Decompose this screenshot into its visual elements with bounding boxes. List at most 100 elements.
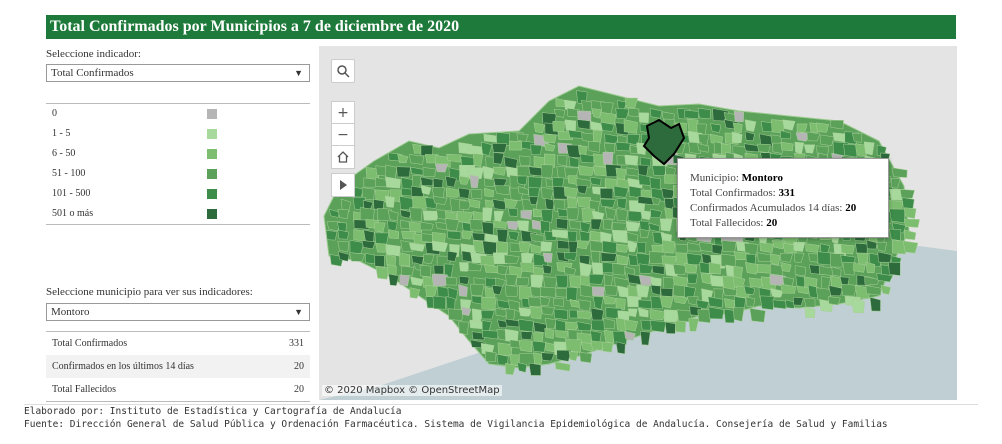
municipio-shape[interactable] xyxy=(615,108,630,119)
municipio-shape[interactable] xyxy=(625,220,641,232)
municipio-shape[interactable] xyxy=(530,274,544,288)
municipio-shape[interactable] xyxy=(541,352,555,362)
municipio-shape[interactable] xyxy=(772,299,787,310)
municipio-shape[interactable] xyxy=(422,210,439,221)
municipio-shape[interactable] xyxy=(842,261,856,276)
municipio-shape[interactable] xyxy=(349,239,365,254)
municipio-shape[interactable] xyxy=(851,132,863,143)
municipio-shape[interactable] xyxy=(604,206,617,221)
municipio-shape[interactable] xyxy=(505,273,518,286)
municipio-shape[interactable] xyxy=(400,209,413,219)
municipio-shape[interactable] xyxy=(484,178,495,187)
municipio-shape[interactable] xyxy=(565,339,582,353)
municipio-shape[interactable] xyxy=(471,232,486,242)
legend-item[interactable]: 0 xyxy=(46,104,310,124)
municipio-shape[interactable] xyxy=(664,309,680,323)
municipio-shape[interactable] xyxy=(520,210,533,220)
municipio-shape[interactable] xyxy=(627,308,638,318)
municipio-shape[interactable] xyxy=(544,317,557,330)
municipio-shape[interactable] xyxy=(780,262,792,273)
municipio-shape[interactable] xyxy=(445,175,457,188)
municipio-shape[interactable] xyxy=(803,144,816,154)
municipio-shape[interactable] xyxy=(542,252,553,263)
municipio-shape[interactable] xyxy=(408,154,424,165)
municipio-shape[interactable] xyxy=(432,195,448,205)
municipio-shape[interactable] xyxy=(493,152,505,165)
municipio-shape[interactable] xyxy=(708,306,725,320)
municipio-shape[interactable] xyxy=(615,341,626,355)
municipio-shape[interactable] xyxy=(399,252,411,267)
municipio-shape[interactable] xyxy=(640,331,651,346)
municipio-shape[interactable] xyxy=(779,253,793,263)
municipio-shape[interactable] xyxy=(384,195,395,208)
municipio-shape[interactable] xyxy=(434,163,449,173)
municipio-shape[interactable] xyxy=(616,243,630,253)
municipio-shape[interactable] xyxy=(458,275,470,285)
municipio-shape[interactable] xyxy=(590,307,605,322)
municipio-shape[interactable] xyxy=(623,119,638,134)
municipio-shape[interactable] xyxy=(708,262,721,275)
municipio-shape[interactable] xyxy=(576,196,592,209)
municipio-shape[interactable] xyxy=(710,123,722,134)
municipio-shape[interactable] xyxy=(528,187,540,198)
municipio-shape[interactable] xyxy=(566,207,580,220)
municipio-shape[interactable] xyxy=(491,143,508,153)
municipio-shape[interactable] xyxy=(615,298,626,310)
municipio-shape[interactable] xyxy=(888,261,901,276)
municipio-shape[interactable] xyxy=(638,299,654,309)
municipio-shape[interactable] xyxy=(446,153,462,163)
municipio-shape[interactable] xyxy=(603,218,613,231)
municipio-shape[interactable] xyxy=(578,165,595,176)
municipio-shape[interactable] xyxy=(745,261,760,275)
municipio-shape[interactable] xyxy=(709,133,723,144)
municipio-shape[interactable] xyxy=(612,330,628,346)
municipio-shape[interactable] xyxy=(408,242,425,252)
municipio-shape[interactable] xyxy=(903,207,917,219)
municipio-shape[interactable] xyxy=(722,287,739,297)
municipio-shape[interactable] xyxy=(649,320,667,333)
municipio-shape[interactable] xyxy=(590,218,603,231)
municipio-shape[interactable] xyxy=(325,230,338,241)
municipio-shape[interactable] xyxy=(756,143,771,153)
municipio-shape[interactable] xyxy=(458,187,470,199)
municipio-shape[interactable] xyxy=(539,286,557,298)
municipio-shape[interactable] xyxy=(375,242,387,253)
municipio-shape[interactable] xyxy=(638,112,650,124)
municipio-shape[interactable] xyxy=(363,229,375,243)
municipio-shape[interactable] xyxy=(468,145,485,155)
municipio-shape[interactable] xyxy=(419,264,432,278)
municipio-shape[interactable] xyxy=(592,286,605,297)
municipio-shape[interactable] xyxy=(820,134,835,146)
municipio-shape[interactable] xyxy=(540,306,556,316)
municipio-shape[interactable] xyxy=(673,295,688,305)
municipio-shape[interactable] xyxy=(581,100,595,115)
municipio-shape[interactable] xyxy=(337,208,349,219)
municipio-shape[interactable] xyxy=(495,277,507,287)
municipio-shape[interactable] xyxy=(805,243,820,253)
municipio-shape[interactable] xyxy=(459,200,472,211)
municipio-shape[interactable] xyxy=(759,242,774,254)
municipio-shape[interactable] xyxy=(506,220,520,231)
municipio-shape[interactable] xyxy=(831,266,842,277)
municipio-shape[interactable] xyxy=(624,331,636,341)
legend-item[interactable]: 101 - 500 xyxy=(46,184,310,204)
municipio-shape[interactable] xyxy=(624,97,639,109)
municipio-shape[interactable] xyxy=(527,296,543,308)
municipio-shape[interactable] xyxy=(518,155,531,167)
municipio-shape[interactable] xyxy=(650,208,663,219)
municipio-shape[interactable] xyxy=(410,276,425,287)
municipio-shape[interactable] xyxy=(480,255,496,267)
municipio-shape[interactable] xyxy=(528,176,543,190)
municipio-shape[interactable] xyxy=(603,284,618,296)
municipio-shape[interactable] xyxy=(770,263,784,276)
municipio-shape[interactable] xyxy=(744,119,757,132)
municipio-shape[interactable] xyxy=(649,309,667,320)
municipio-shape[interactable] xyxy=(615,141,631,152)
municipio-shape[interactable] xyxy=(470,189,483,200)
map-search-button[interactable] xyxy=(331,59,355,83)
municipio-shape[interactable] xyxy=(423,254,435,265)
municipio-shape[interactable] xyxy=(636,284,650,298)
municipio-shape[interactable] xyxy=(492,252,508,265)
municipio-shape[interactable] xyxy=(839,276,850,286)
municipio-shape[interactable] xyxy=(518,186,529,196)
